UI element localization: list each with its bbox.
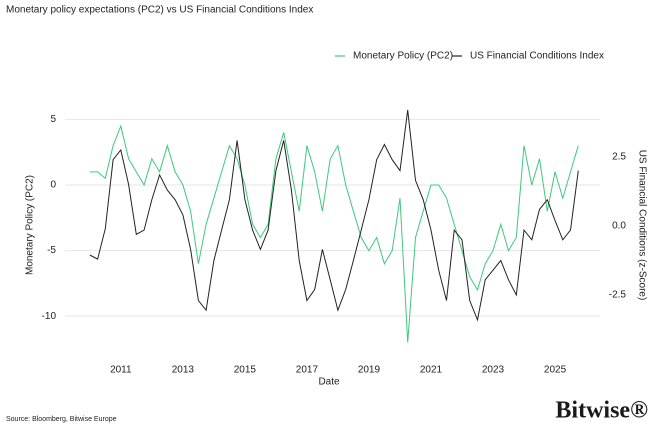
x-tick-label: 2011 bbox=[110, 365, 132, 376]
x-tick-label: 2019 bbox=[358, 365, 381, 376]
y2-tick-label: -2.5 bbox=[609, 290, 627, 301]
y-tick-label: -5 bbox=[47, 245, 56, 256]
data-line bbox=[89, 124, 579, 343]
x-tick-label: 2023 bbox=[482, 365, 505, 376]
legend-label: US Financial Conditions Index bbox=[470, 51, 604, 62]
y2-tick-label: 2.5 bbox=[612, 152, 626, 163]
x-axis-label: Date bbox=[318, 377, 340, 388]
data-line bbox=[89, 109, 579, 322]
y2-axis-label: US Financial Conditions (z-Score) bbox=[636, 150, 647, 301]
y2-tick-label: 0.0 bbox=[612, 221, 626, 232]
legend-label: Monetary Policy (PC2) bbox=[353, 51, 453, 62]
x-tick-label: 2017 bbox=[296, 365, 319, 376]
x-tick-label: 2015 bbox=[234, 365, 257, 376]
y-axis-label: Monetary Policy (PC2) bbox=[25, 175, 36, 275]
y-tick-label: 5 bbox=[50, 114, 56, 125]
source-note: Source: Bloomberg, Bitwise Europe bbox=[6, 416, 117, 423]
y-tick-label: 0 bbox=[50, 180, 56, 191]
x-tick-label: 2025 bbox=[544, 365, 567, 376]
y-tick-label: -10 bbox=[42, 311, 57, 322]
x-tick-label: 2013 bbox=[172, 365, 195, 376]
logo: Bitwise® bbox=[555, 398, 648, 424]
chart-title: Monetary policy expectations (PC2) vs US… bbox=[6, 5, 313, 16]
x-tick-label: 2021 bbox=[420, 365, 443, 376]
